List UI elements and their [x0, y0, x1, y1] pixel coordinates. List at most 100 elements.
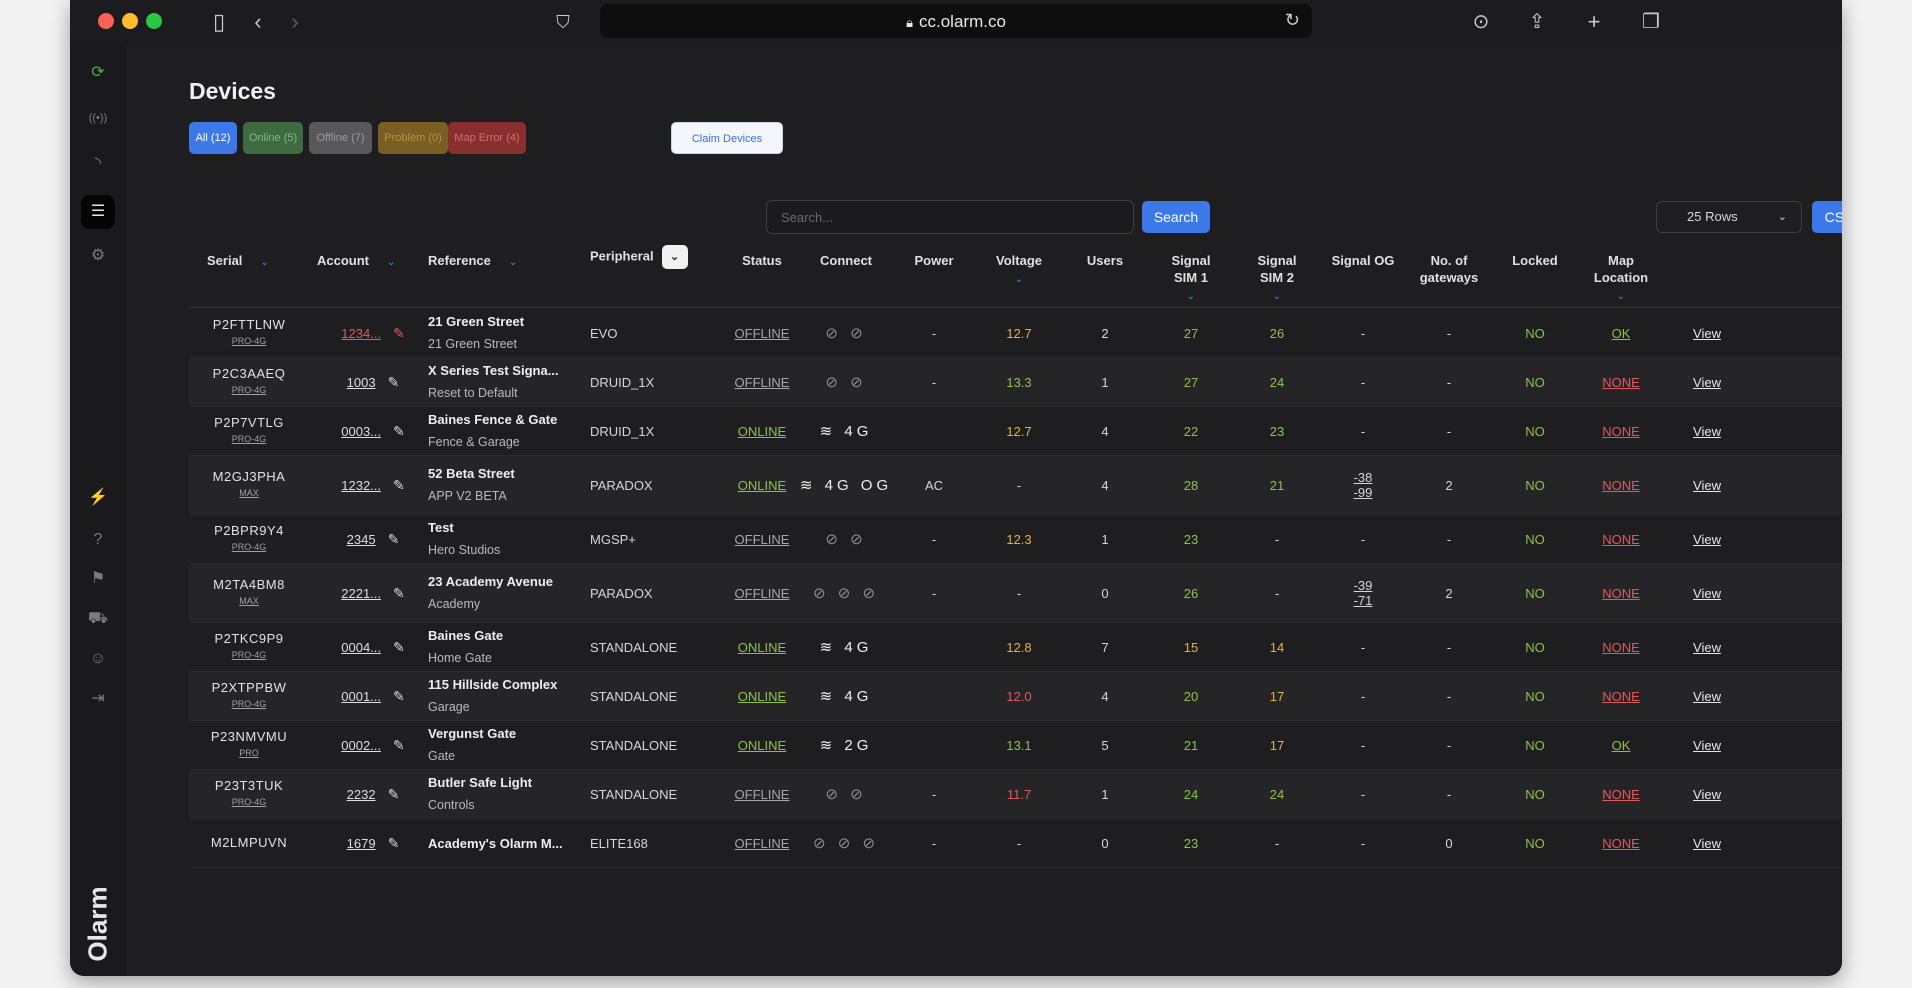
edit-icon[interactable]: ✎ [393, 736, 405, 753]
edit-icon[interactable]: ✎ [393, 422, 405, 439]
account-link[interactable]: 0001... [341, 688, 382, 704]
filter-tab[interactable]: Problem (0) [378, 122, 448, 154]
serial-number[interactable]: P2TKC9P9 [214, 631, 284, 646]
back-icon[interactable]: ‹ [254, 9, 262, 34]
account-link[interactable]: 2232 [346, 786, 376, 802]
filter-tab[interactable]: Online (5) [243, 122, 303, 154]
device-type-link[interactable]: MAX [239, 596, 259, 606]
edit-icon[interactable]: ✎ [393, 584, 405, 601]
map-location-link[interactable]: NONE [1602, 374, 1640, 390]
new-tab-icon[interactable]: + [1587, 9, 1601, 34]
serial-number[interactable]: P2C3AAEQ [212, 366, 286, 381]
edit-icon[interactable]: ✎ [393, 638, 405, 655]
col-serial[interactable]: Serial ⌄ [207, 253, 269, 268]
map-location-link[interactable]: NONE [1602, 835, 1640, 851]
col-signal-sim2[interactable]: Signal SIM 2 ⌄ [1234, 252, 1320, 305]
table-row[interactable]: P23T3TUK PRO-4G 2232 ✎ Butler Safe Light Cont… [189, 770, 1842, 819]
edit-icon[interactable]: ✎ [387, 530, 400, 547]
view-link[interactable]: View [1693, 786, 1721, 802]
view-link[interactable]: View [1693, 639, 1721, 655]
col-account[interactable]: Account ⌄ [317, 253, 396, 268]
map-location-link[interactable]: NONE [1602, 786, 1640, 802]
device-type-link[interactable]: PRO-4G [231, 797, 267, 807]
table-row[interactable]: M2LMPUVN 1679 ✎ Academy's Olarm M... ELITE16… [189, 819, 1842, 868]
device-type-link[interactable]: PRO-4G [231, 385, 267, 395]
edit-icon[interactable]: ✎ [393, 476, 405, 493]
status-badge[interactable]: OFFLINE [734, 835, 790, 851]
table-row[interactable]: P2TKC9P9 PRO-4G 0004... ✎ Baines Gate Home Ga… [189, 623, 1842, 672]
device-type-link[interactable]: PRO [239, 748, 259, 758]
account-link[interactable]: 2221... [341, 585, 382, 601]
status-badge[interactable]: OFFLINE [734, 531, 790, 547]
account-link[interactable]: 0004... [341, 639, 382, 655]
table-row[interactable]: P2XTPPBW PRO-4G 0001... ✎ 115 Hillside Compl… [189, 672, 1842, 721]
col-voltage[interactable]: Voltage ⌄ [976, 252, 1062, 288]
serial-number[interactable]: M2TA4BM8 [213, 577, 285, 592]
signal-og-link[interactable]: -38 -99 [1354, 470, 1373, 500]
filter-tab[interactable]: All (12) [189, 122, 237, 154]
sidebar-toggle-icon[interactable]: ▯ [212, 9, 226, 34]
forward-icon[interactable]: › [291, 9, 299, 34]
address-bar[interactable]: 🔒︎ cc.olarm.co ↻ [600, 4, 1312, 38]
reload-icon[interactable]: ↻ [1284, 10, 1300, 30]
search-button[interactable]: Search [1142, 201, 1210, 233]
edit-icon[interactable]: ✎ [387, 785, 400, 802]
view-link[interactable]: View [1693, 688, 1721, 704]
serial-number[interactable]: P2XTPPBW [211, 680, 287, 695]
user-icon[interactable]: ☺ [89, 650, 107, 667]
col-signal-sim1[interactable]: Signal SIM 1 ⌄ [1148, 252, 1234, 305]
view-link[interactable]: View [1693, 374, 1721, 390]
status-badge[interactable]: ONLINE [737, 737, 787, 753]
privacy-shield-icon[interactable]: ⛉ [556, 12, 570, 32]
bookmark-icon[interactable]: ⚑ [90, 570, 106, 587]
view-link[interactable]: View [1693, 737, 1721, 753]
view-link[interactable]: View [1693, 835, 1721, 851]
map-location-link[interactable]: OK [1611, 737, 1631, 753]
gear-icon[interactable]: ⚙ [90, 247, 106, 264]
filter-tab[interactable]: Offline (7) [309, 122, 372, 154]
edit-icon[interactable]: ✎ [393, 324, 405, 341]
rss-icon[interactable]: ◝ [94, 155, 102, 172]
devices-icon[interactable]: ☰ [81, 195, 115, 229]
status-badge[interactable]: ONLINE [737, 688, 787, 704]
view-link[interactable]: View [1693, 423, 1721, 439]
map-location-link[interactable]: NONE [1602, 688, 1640, 704]
map-location-link[interactable]: OK [1611, 325, 1631, 341]
account-link[interactable]: 2345 [346, 531, 376, 547]
table-row[interactable]: P23NMVMU PRO 0002... ✎ Vergunst Gate Gate STAN… [189, 721, 1842, 770]
minimize-window-button[interactable] [122, 13, 138, 29]
account-link[interactable]: 0002... [341, 737, 382, 753]
col-map-location[interactable]: Map Location ⌄ [1578, 252, 1664, 305]
lightning-icon[interactable]: ⚡ [88, 489, 108, 506]
tab-overview-icon[interactable]: ❐ [1642, 11, 1660, 33]
status-badge[interactable]: ONLINE [737, 639, 787, 655]
filter-tab[interactable]: Map Error (4) [448, 122, 526, 154]
csv-export-button[interactable]: CSV [1812, 201, 1842, 233]
downloads-icon[interactable]: ⊙ [1472, 11, 1490, 33]
search-input[interactable] [766, 200, 1134, 234]
view-link[interactable]: View [1693, 477, 1721, 493]
rows-per-page-select[interactable]: 25 Rows ⌄ [1656, 201, 1802, 233]
edit-icon[interactable]: ✎ [387, 373, 400, 390]
map-location-link[interactable]: NONE [1602, 585, 1640, 601]
view-link[interactable]: View [1693, 325, 1721, 341]
table-row[interactable]: P2P7VTLG PRO-4G 0003... ✎ Baines Fence & Gat… [189, 407, 1842, 456]
serial-number[interactable]: P23NMVMU [210, 729, 288, 744]
maximize-window-button[interactable] [146, 13, 162, 29]
device-type-link[interactable]: PRO-4G [231, 699, 267, 709]
claim-devices-button[interactable]: Claim Devices [671, 122, 783, 154]
cart-icon[interactable]: ⛟ [87, 610, 109, 627]
table-row[interactable]: M2GJ3PHA MAX 1232... ✎ 52 Beta Street APP V2 … [189, 456, 1842, 515]
map-location-link[interactable]: NONE [1602, 639, 1640, 655]
serial-number[interactable]: P2FTTLNW [212, 317, 286, 332]
status-badge[interactable]: ONLINE [737, 423, 787, 439]
table-row[interactable]: P2C3AAEQ PRO-4G 1003 ✎ X Series Test Signa..… [189, 358, 1842, 407]
device-type-link[interactable]: PRO-4G [231, 542, 267, 552]
help-icon[interactable]: ? [93, 531, 103, 548]
device-type-link[interactable]: PRO-4G [231, 336, 267, 346]
device-type-link[interactable]: MAX [239, 488, 259, 498]
table-row[interactable]: P2BPR9Y4 PRO-4G 2345 ✎ Test Hero Studios MGSP+… [189, 515, 1842, 564]
serial-number[interactable]: M2LMPUVN [210, 835, 288, 850]
map-location-link[interactable]: NONE [1602, 423, 1640, 439]
col-reference[interactable]: Reference ⌄ [428, 253, 518, 268]
